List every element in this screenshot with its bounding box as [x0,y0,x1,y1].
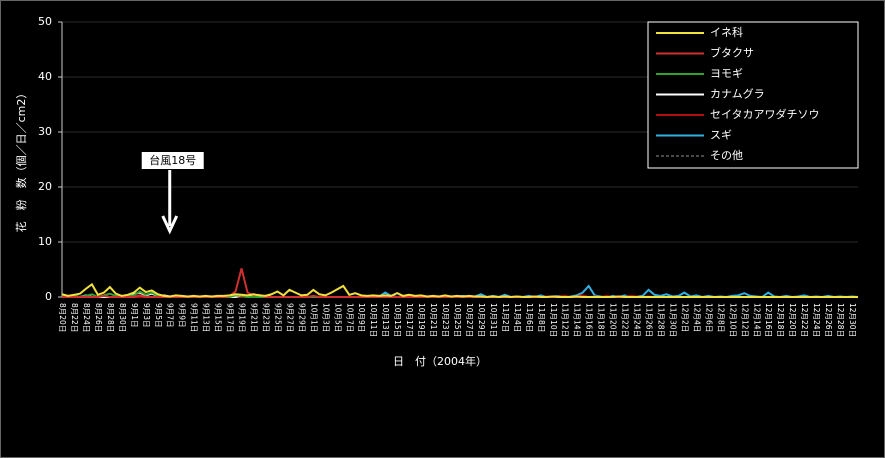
x-tick-label: 9月13日 [202,303,211,332]
x-tick-label: 10月5日 [333,303,342,332]
x-tick-label: 10月11日 [369,303,378,337]
annotation-arrowhead [161,215,179,235]
x-tick-label: 10月13日 [381,303,390,337]
x-tick-label: 11月30日 [668,303,677,337]
x-tick-label: 9月7日 [166,303,175,328]
x-tick-label: 11月10日 [549,303,558,337]
x-tick-label: 8月22日 [70,303,79,332]
legend-label: イネ科 [710,25,743,39]
x-tick-label: 9月25日 [273,303,282,332]
x-tick-label: 12月20日 [788,303,797,337]
x-tick-label: 12月30日 [848,303,857,337]
x-tick-label: 11月12日 [561,303,570,337]
x-tick-label: 11月6日 [525,303,534,332]
x-tick-label: 10月27日 [465,303,474,337]
x-tick-label: 10月7日 [345,303,354,332]
y-tick-label: 50 [38,15,52,28]
x-tick-label: 9月29日 [297,303,306,332]
x-tick-label: 9月9日 [178,303,187,328]
x-tick-label: 9月5日 [154,303,163,328]
x-tick-label: 12月6日 [704,303,713,332]
x-tick-label: 12月10日 [728,303,737,337]
series-line [61,282,858,299]
x-tick-label: 12月14日 [752,303,761,337]
x-tick-label: 10月29日 [477,303,486,337]
x-tick-label: 11月16日 [585,303,594,337]
x-tick-label: 12月26日 [824,303,833,337]
y-tick-label: 20 [38,180,52,193]
annotation: 台風18号 [149,153,196,167]
x-tick-label: 8月26日 [94,303,103,332]
annotation-box [141,152,204,169]
x-tick-label: 11月20日 [609,303,618,337]
x-tick-label: 10月23日 [441,303,450,337]
x-axis-title: 日 付（2004年） [393,354,487,368]
x-tick-label: 10月25日 [453,303,462,337]
x-tick-label: 9月21日 [250,303,259,332]
legend-label: カナムグラ [710,87,765,101]
x-tick-label: 11月28日 [656,303,665,337]
x-tick-label: 10月19日 [417,303,426,337]
y-axis-title: 花 粉 数（個／日／cm2） [15,88,28,233]
x-tick-label: 9月3日 [142,303,151,328]
x-tick-label: 10月15日 [393,303,402,337]
x-tick-label: 10月17日 [405,303,414,337]
x-tick-label: 11月26日 [645,303,654,337]
y-tick-label: 40 [38,70,52,83]
x-tick-label: 10月3日 [321,303,330,332]
legend-label: その他 [710,149,743,162]
x-tick-label: 12月4日 [692,303,701,332]
x-tick-label: 9月17日 [226,303,235,332]
x-tick-label: 10月31日 [489,303,498,337]
legend-label: ブタクサ [710,46,754,60]
x-tick-label: 9月11日 [190,303,199,332]
x-tick-label: 9月15日 [214,303,223,332]
x-tick-label: 10月1日 [309,303,318,332]
x-tick-label: 11月4日 [513,303,522,332]
x-tick-label: 12月22日 [800,303,809,337]
x-tick-label: 11月14日 [573,303,582,337]
x-tick-label: 11月8日 [537,303,546,332]
x-tick-label: 9月27日 [285,303,294,332]
y-tick-label: 30 [38,125,52,138]
legend-label: ヨモギ [710,67,743,80]
legend-label: スギ [710,129,732,142]
x-tick-label: 12月16日 [764,303,773,337]
y-tick-label: 0 [45,290,52,303]
x-tick-label: 8月20日 [58,303,67,332]
x-tick-label: 9月1日 [130,303,139,328]
x-tick-label: 10月9日 [357,303,366,332]
x-tick-label: 12月24日 [812,303,821,337]
x-tick-label: 11月2日 [501,303,510,332]
y-tick-label: 10 [38,235,52,248]
x-tick-label: 9月19日 [238,303,247,332]
x-tick-label: 12月2日 [680,303,689,332]
x-tick-label: 12月8日 [716,303,725,332]
x-tick-label: 8月30日 [118,303,127,332]
x-tick-label: 8月24日 [82,303,91,332]
x-tick-label: 9月23日 [261,303,270,332]
x-tick-label: 12月18日 [776,303,785,337]
x-tick-label: 11月22日 [621,303,630,337]
x-tick-label: 10月21日 [429,303,438,337]
x-tick-label: 12月12日 [740,303,749,337]
x-tick-label: 12月28日 [836,303,845,337]
legend-label: セイタカアワダチソウ [710,107,820,121]
x-tick-label: 11月24日 [633,303,642,337]
x-tick-label: 11月18日 [597,303,606,337]
x-tick-label: 8月28日 [106,303,115,332]
